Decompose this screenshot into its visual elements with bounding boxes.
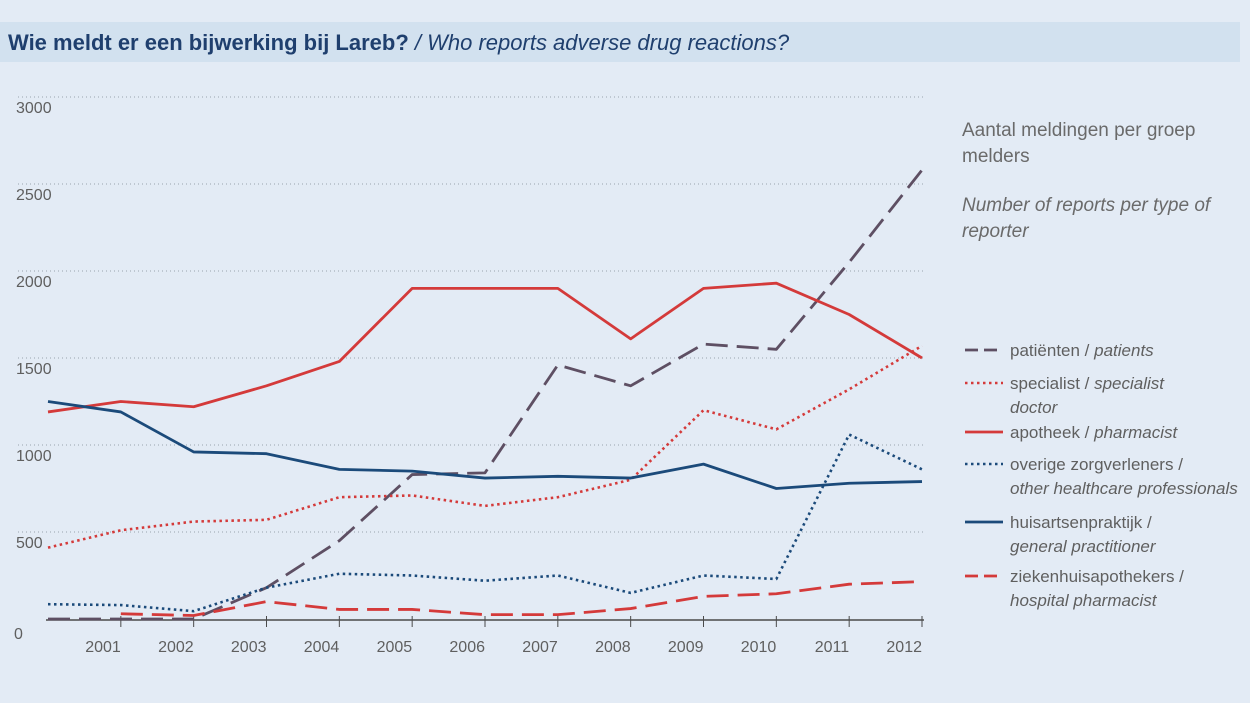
series-line-overige-zorgverleners	[47, 433, 923, 613]
y-tick-label: 3000	[16, 100, 52, 117]
y-tick-label: 2500	[16, 187, 52, 204]
y-tick-label: 2000	[16, 274, 52, 291]
x-tick-label: 2004	[304, 639, 340, 656]
title-bar: Wie meldt er een bijwerking bij Lareb? /…	[0, 22, 1240, 62]
legend-label: general practitioner	[1010, 537, 1157, 556]
legend: patiënten / patients specialist / special…	[965, 341, 1238, 610]
legend-label: hospital pharmacist	[1010, 591, 1158, 610]
y-tick-label: 0	[14, 626, 23, 643]
x-tick-label: 2002	[158, 639, 194, 656]
grid-lines	[18, 96, 924, 533]
legend-label: apotheek / pharmacist	[1010, 423, 1179, 442]
legend-item: patiënten / patients	[965, 341, 1154, 360]
y-axis-ticks: 0 500 1000 1500 2000 2500 3000	[14, 100, 52, 643]
x-tick-label: 2006	[449, 639, 485, 656]
y-tick-label: 1500	[16, 361, 52, 378]
x-tick-label: 2003	[231, 639, 267, 656]
series-line-pati-nten	[48, 169, 924, 621]
chart-title: Wie meldt er een bijwerking bij Lareb? /…	[8, 30, 789, 56]
legend-item: overige zorgverleners / other healthcare …	[965, 455, 1238, 498]
title-separator: /	[408, 30, 428, 55]
legend-label: overige zorgverleners /	[1010, 455, 1183, 474]
series-line-huisartsenpraktijk	[47, 400, 923, 490]
legend-item: specialist / specialist doctor	[965, 374, 1165, 417]
description-dutch: Aantal meldingen per groep melders	[962, 120, 1196, 167]
series-line-specialist	[47, 344, 923, 549]
x-tick-label: 2011	[815, 639, 850, 656]
legend-label: doctor	[1010, 398, 1059, 417]
legend-item: apotheek / pharmacist	[965, 423, 1179, 442]
x-tick-label: 2007	[522, 639, 558, 656]
legend-item: huisartsenpraktijk / general practitioner	[965, 513, 1157, 556]
series-lines	[47, 169, 924, 621]
legend-label: specialist / specialist	[1010, 374, 1165, 393]
x-tick-label: 2008	[595, 639, 631, 656]
x-tick-label: 2012	[886, 639, 922, 656]
x-tick-label: 2001	[85, 639, 121, 656]
legend-item: ziekenhuisapothekers / hospital pharmacis…	[965, 567, 1184, 610]
series-line-ziekenhuisapothekers	[120, 580, 923, 617]
x-axis-ticks: 2001 2002 2003 2004 2005 2006 2007 2008 2009 2010…	[85, 616, 923, 656]
legend-label: patiënten / patients	[1010, 341, 1154, 360]
legend-label: huisartsenpraktijk /	[1010, 513, 1152, 532]
legend-label: other healthcare professionals	[1010, 479, 1238, 498]
series-line-apotheek	[47, 281, 923, 414]
x-tick-label: 2005	[377, 639, 413, 656]
y-tick-label: 500	[16, 535, 43, 552]
title-english: Who reports adverse drug reactions?	[427, 30, 790, 55]
x-tick-label: 2009	[668, 639, 704, 656]
description-english: Number of reports per type of reporter	[962, 195, 1211, 242]
title-dutch: Wie meldt er een bijwerking bij Lareb?	[8, 30, 409, 55]
legend-label: ziekenhuisapothekers /	[1010, 567, 1184, 586]
x-tick-label: 2010	[741, 639, 777, 656]
y-tick-label: 1000	[16, 448, 52, 465]
